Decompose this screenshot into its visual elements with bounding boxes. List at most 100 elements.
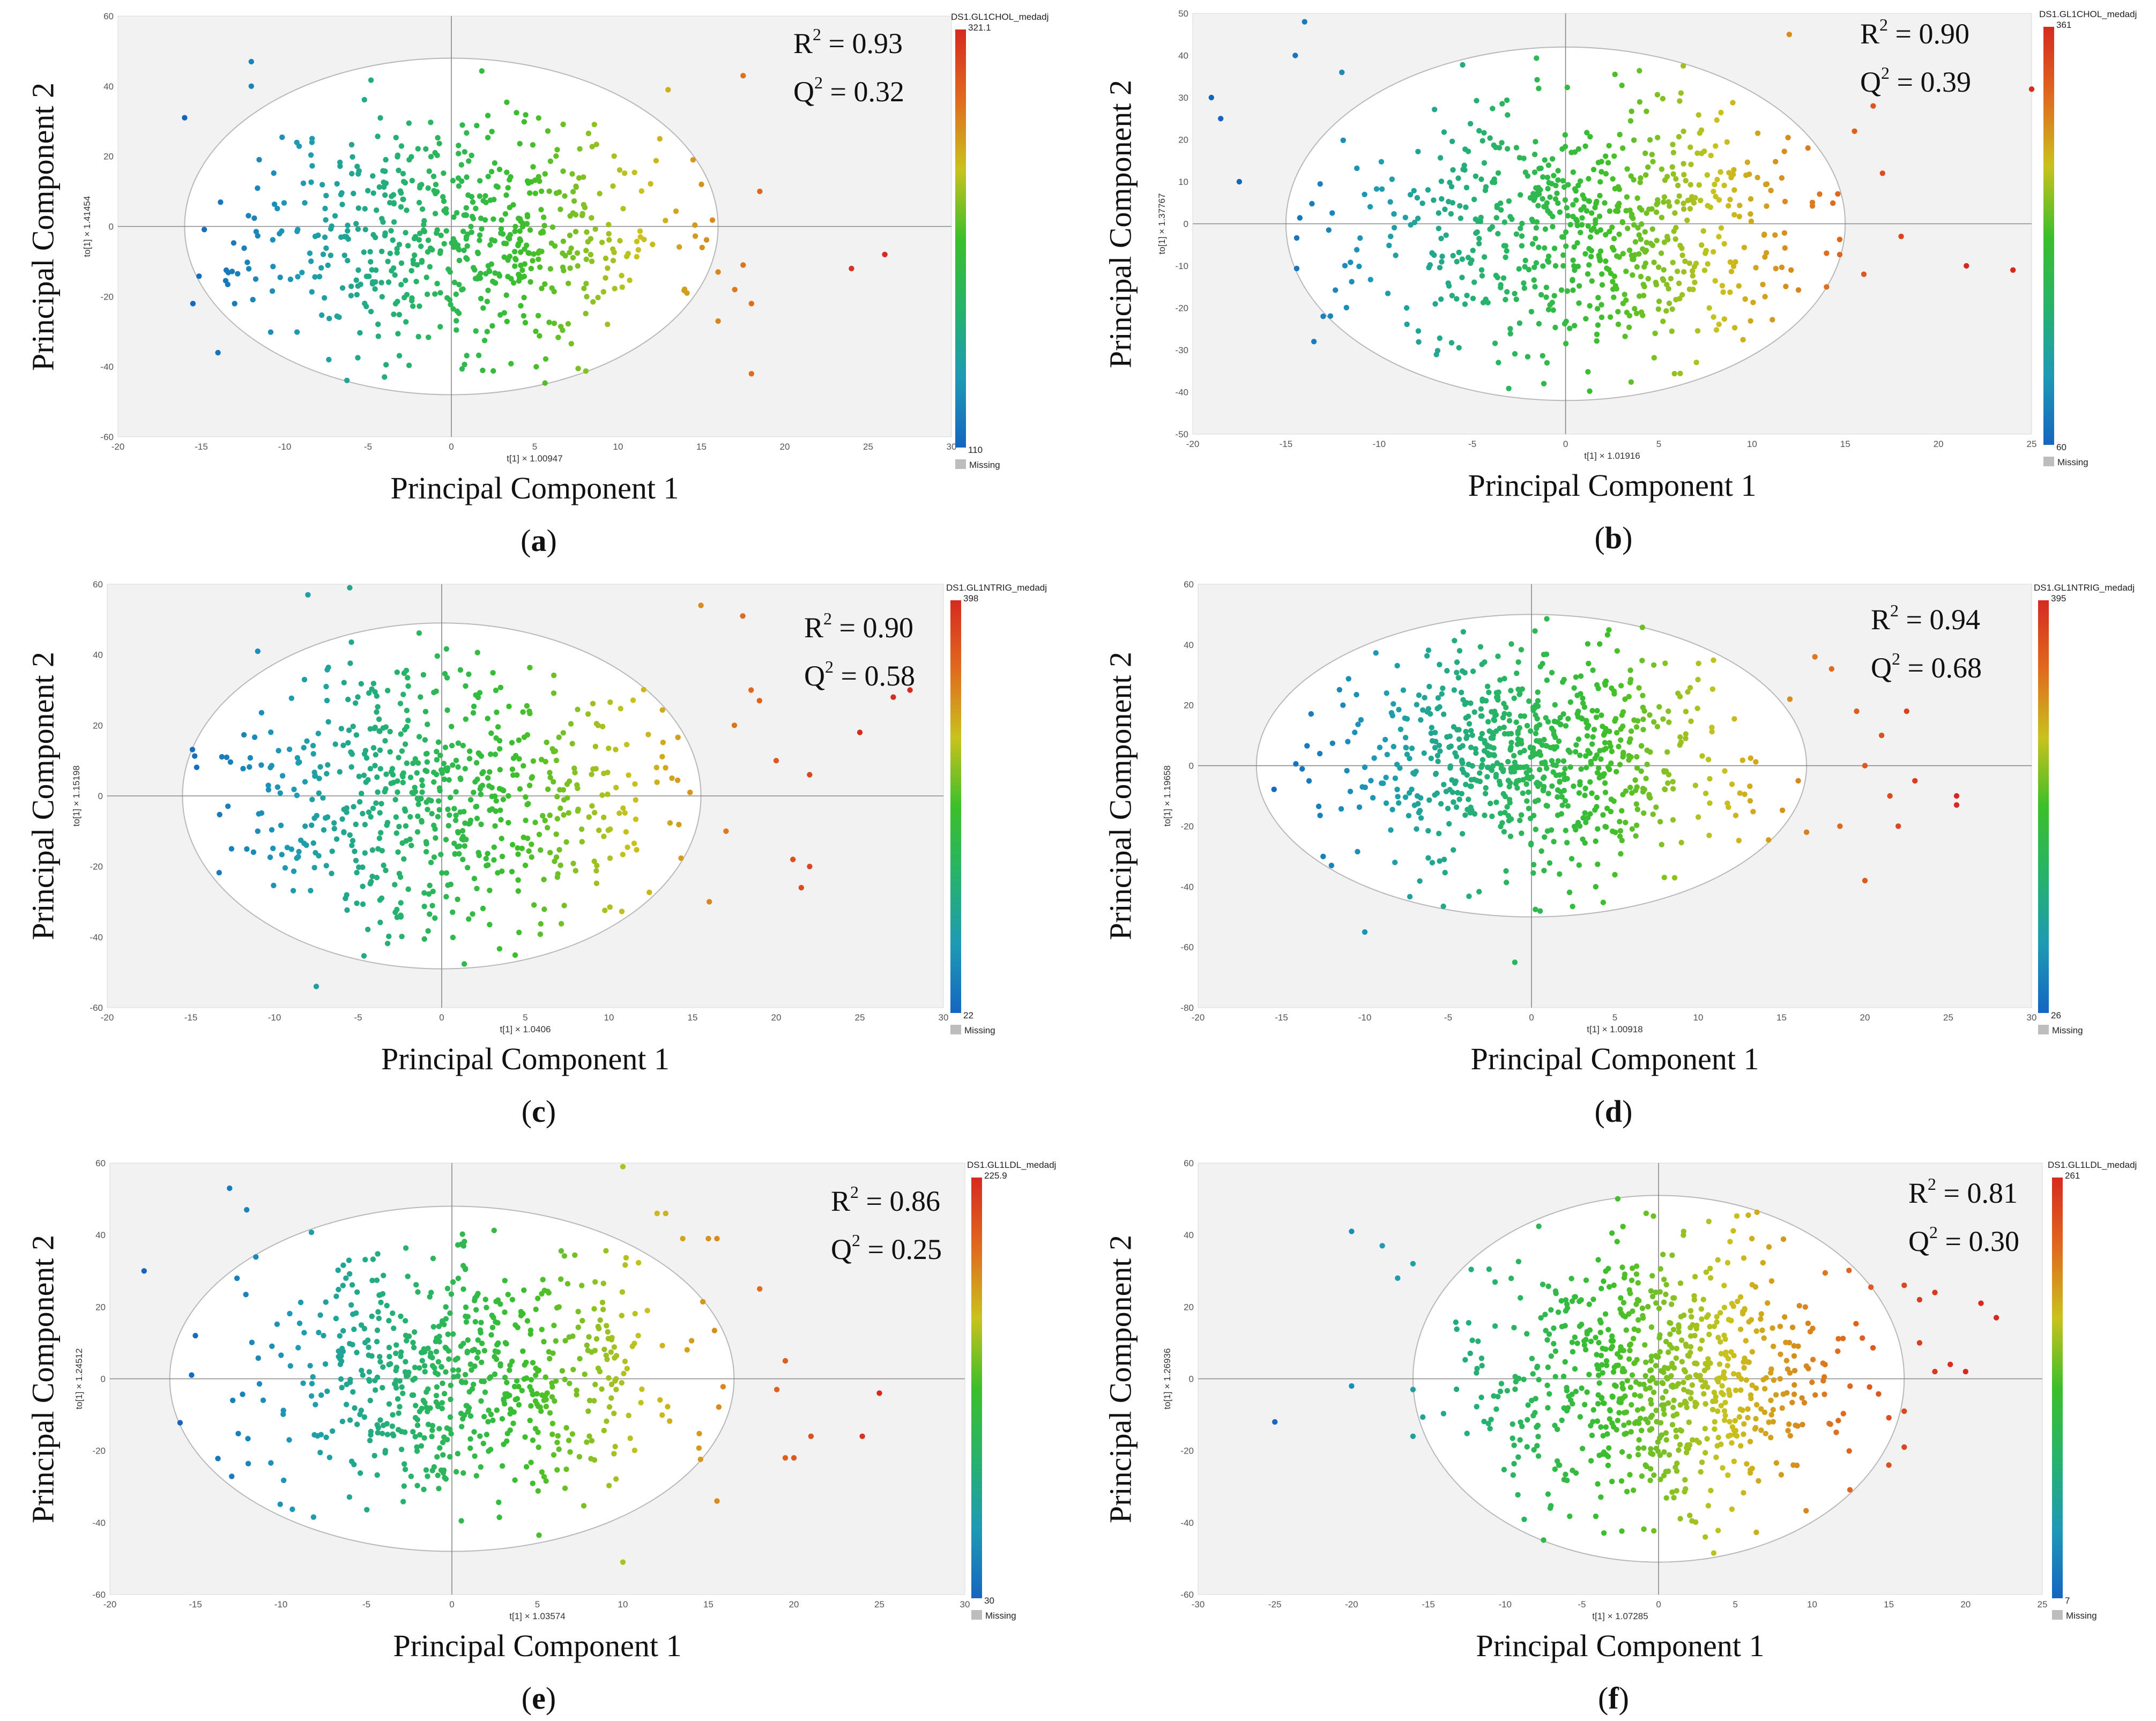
data-point [1558,287,1565,293]
x-tick-label: -5 [354,1012,362,1023]
x-tick-label: 5 [1733,1599,1738,1610]
data-point [1453,1386,1460,1392]
x-axis-title: Principal Component 1 [1468,468,1757,503]
data-point [433,182,439,188]
x-tick-label: 20 [1960,1599,1971,1610]
data-point [1663,1338,1669,1345]
data-point [1533,235,1538,242]
data-point [526,783,533,788]
data-point [1505,112,1511,118]
data-point [395,152,401,158]
data-point [1713,327,1720,333]
data-point [1431,107,1438,113]
data-point [368,309,374,315]
data-point [1451,799,1456,805]
data-point [1661,875,1667,881]
data-point [553,854,560,860]
data-point [1603,1358,1610,1364]
y-tick-label: 20 [103,152,114,162]
data-point [1513,231,1520,237]
data-point [417,182,423,189]
data-point [425,1473,430,1479]
data-point [1607,314,1614,320]
data-point [1339,69,1345,76]
data-point [393,1350,399,1357]
data-point [1790,1462,1796,1468]
data-point [1549,156,1556,162]
data-point [504,169,510,175]
data-point [1812,1392,1818,1398]
data-point [1634,1407,1641,1413]
data-point [1641,708,1647,714]
data-point [1724,1362,1730,1369]
data-point [1590,1407,1596,1413]
data-point [1726,1433,1731,1439]
data-point [1435,695,1441,701]
data-point [1572,1294,1578,1300]
data-point [1624,194,1630,200]
data-point [370,681,377,687]
data-point [1604,806,1610,811]
data-point [322,205,328,212]
data-point [1846,1448,1852,1454]
data-point [267,854,273,860]
data-point [1635,1280,1641,1286]
data-point [538,230,544,236]
data-point [345,258,351,264]
data-point [1617,828,1624,834]
data-point [597,1317,603,1323]
data-point [309,139,315,145]
data-point [1662,786,1668,792]
data-point [1590,167,1597,173]
data-point [467,748,473,754]
data-point [1403,305,1410,311]
data-point [487,888,493,893]
data-point [427,882,433,889]
data-point [1703,1401,1708,1407]
data-point [1741,1365,1747,1371]
data-point [1645,1303,1651,1310]
data-point [542,380,548,386]
data-point [329,223,334,229]
data-point [279,852,285,858]
r2-value: 0.90 [863,612,914,644]
data-point [1500,791,1506,797]
data-point [1681,172,1687,178]
data-point [328,252,334,258]
data-point [495,870,501,876]
data-point [410,761,416,766]
data-point [502,1340,508,1346]
data-point [255,828,261,834]
data-point [347,660,353,666]
data-point [1450,252,1456,259]
data-point [1574,218,1580,224]
data-point [449,724,455,729]
data-point [475,352,482,359]
data-point [1402,735,1409,741]
data-point [317,1449,323,1456]
data-point [1594,804,1600,810]
q2-value: 0.32 [853,76,904,108]
data-point [1731,1353,1737,1359]
data-point [1397,726,1404,732]
data-point [561,267,567,273]
data-point [1597,192,1603,199]
x-tick-label: 0 [1529,1012,1534,1023]
data-point [1478,176,1484,182]
data-point [402,741,408,747]
data-point [1554,190,1560,196]
data-point [1391,225,1397,230]
data-point [1414,195,1420,201]
x-tick-label: 20 [1934,439,1944,449]
data-point [475,695,481,701]
y-tick-label: -60 [92,1590,106,1600]
data-point [1770,1419,1776,1425]
data-point [1492,1323,1498,1329]
data-point [634,847,640,853]
data-point [1706,1331,1712,1337]
data-point [1425,187,1431,193]
x-tick-label: 5 [532,442,537,452]
data-point [635,247,642,253]
data-point [356,773,362,779]
data-point [536,1532,542,1538]
